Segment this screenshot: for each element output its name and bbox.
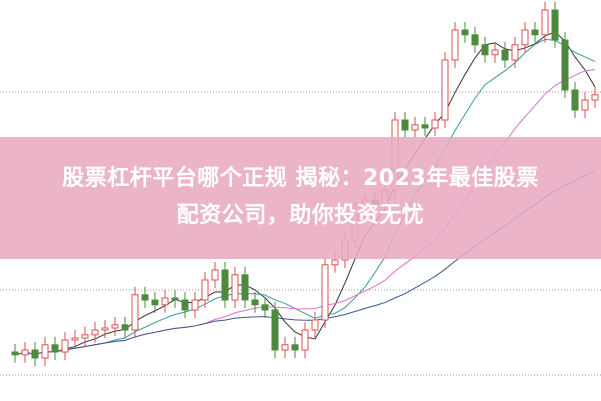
- ma10-line: [14, 38, 596, 356]
- candle-body: [61, 339, 69, 353]
- candle-body: [521, 29, 529, 46]
- candle-body: [571, 89, 579, 111]
- candle-body: [271, 309, 279, 351]
- title-line-2: 配资公司，助你投资无忧: [176, 203, 425, 228]
- candle-body: [131, 294, 139, 331]
- candle-body: [541, 9, 549, 36]
- title-line-1: 股票杠杆平台哪个正规 揭秘：2023年最佳股票: [62, 166, 539, 191]
- candle-body: [481, 44, 489, 56]
- candle-body: [221, 269, 229, 301]
- candle-body: [311, 319, 319, 331]
- candle-body: [531, 29, 539, 36]
- candle-body: [201, 279, 209, 301]
- candle-body: [161, 297, 169, 306]
- candle-body: [41, 344, 49, 359]
- candle-body: [21, 349, 29, 356]
- candle-body: [171, 297, 179, 301]
- candle-body: [511, 44, 519, 61]
- candle-body: [491, 49, 499, 56]
- candle-body: [11, 351, 19, 356]
- candle-body: [441, 59, 449, 121]
- candle-body: [551, 9, 559, 41]
- candle-body: [301, 329, 309, 351]
- candle-body: [231, 274, 239, 301]
- candle-body: [451, 29, 459, 61]
- candle-body: [321, 264, 329, 321]
- candle-body: [431, 119, 439, 129]
- candle-body: [31, 349, 39, 359]
- candle-body: [561, 39, 569, 91]
- candle-body: [411, 124, 419, 131]
- candle-body: [591, 94, 599, 101]
- candle-body: [581, 99, 589, 111]
- candle-body: [501, 49, 509, 61]
- candle-body: [191, 299, 199, 311]
- candle-body: [471, 34, 479, 46]
- candle-body: [241, 274, 249, 301]
- candle-body: [141, 294, 149, 301]
- candle-body: [211, 269, 219, 281]
- candle-body: [251, 299, 259, 306]
- candle-body: [81, 334, 89, 339]
- candle-body: [421, 124, 429, 129]
- candle-body: [261, 304, 269, 311]
- article-title: 股票杠杆平台哪个正规 揭秘：2023年最佳股票 配资公司，助你投资无忧: [0, 160, 601, 234]
- candle-body: [401, 119, 409, 131]
- candle-body: [181, 299, 189, 311]
- candle-body: [291, 344, 299, 351]
- candle-body: [121, 324, 129, 331]
- candle-body: [71, 337, 79, 341]
- candle-body: [101, 327, 109, 331]
- candle-body: [151, 299, 159, 306]
- candle-body: [51, 344, 59, 353]
- candle-body: [281, 344, 289, 351]
- candle-body: [331, 259, 339, 266]
- title-band: [0, 137, 601, 259]
- candle-body: [461, 29, 469, 36]
- candle-body: [111, 324, 119, 329]
- candle-body: [91, 329, 99, 336]
